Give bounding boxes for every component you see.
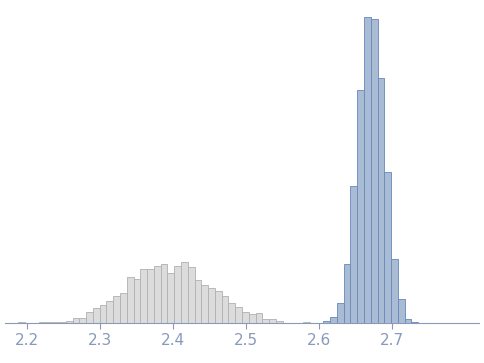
Bar	[45, 322, 52, 323]
Bar	[350, 185, 357, 323]
Bar	[73, 318, 79, 323]
Bar	[357, 90, 364, 323]
Bar	[93, 309, 100, 323]
Bar	[398, 299, 405, 323]
Bar	[140, 269, 147, 323]
Bar	[66, 321, 73, 323]
Bar	[378, 78, 384, 323]
Bar	[208, 288, 215, 323]
Bar	[113, 296, 120, 323]
Bar	[127, 277, 134, 323]
Bar	[262, 319, 269, 323]
Bar	[242, 311, 249, 323]
Bar	[215, 291, 222, 323]
Bar	[188, 267, 195, 323]
Bar	[337, 303, 344, 323]
Bar	[195, 280, 201, 323]
Bar	[134, 280, 140, 323]
Bar	[323, 321, 330, 323]
Bar	[222, 295, 228, 323]
Bar	[79, 318, 86, 323]
Bar	[201, 285, 208, 323]
Bar	[276, 321, 283, 323]
Bar	[147, 269, 154, 323]
Bar	[167, 273, 174, 323]
Bar	[391, 258, 398, 323]
Bar	[181, 262, 188, 323]
Bar	[344, 264, 350, 323]
Bar	[120, 293, 127, 323]
Bar	[18, 322, 25, 323]
Bar	[106, 301, 113, 323]
Bar	[269, 319, 276, 323]
Bar	[39, 322, 45, 323]
Bar	[411, 322, 418, 323]
Bar	[154, 266, 161, 323]
Bar	[228, 303, 235, 323]
Bar	[59, 322, 66, 323]
Bar	[384, 172, 391, 323]
Bar	[405, 319, 411, 323]
Bar	[330, 317, 337, 323]
Bar	[249, 314, 256, 323]
Bar	[52, 322, 59, 323]
Bar	[161, 264, 167, 323]
Bar	[371, 19, 378, 323]
Bar	[100, 305, 106, 323]
Bar	[303, 322, 310, 323]
Bar	[256, 313, 262, 323]
Bar	[174, 266, 181, 323]
Bar	[235, 307, 242, 323]
Bar	[364, 17, 371, 323]
Bar	[86, 312, 93, 323]
